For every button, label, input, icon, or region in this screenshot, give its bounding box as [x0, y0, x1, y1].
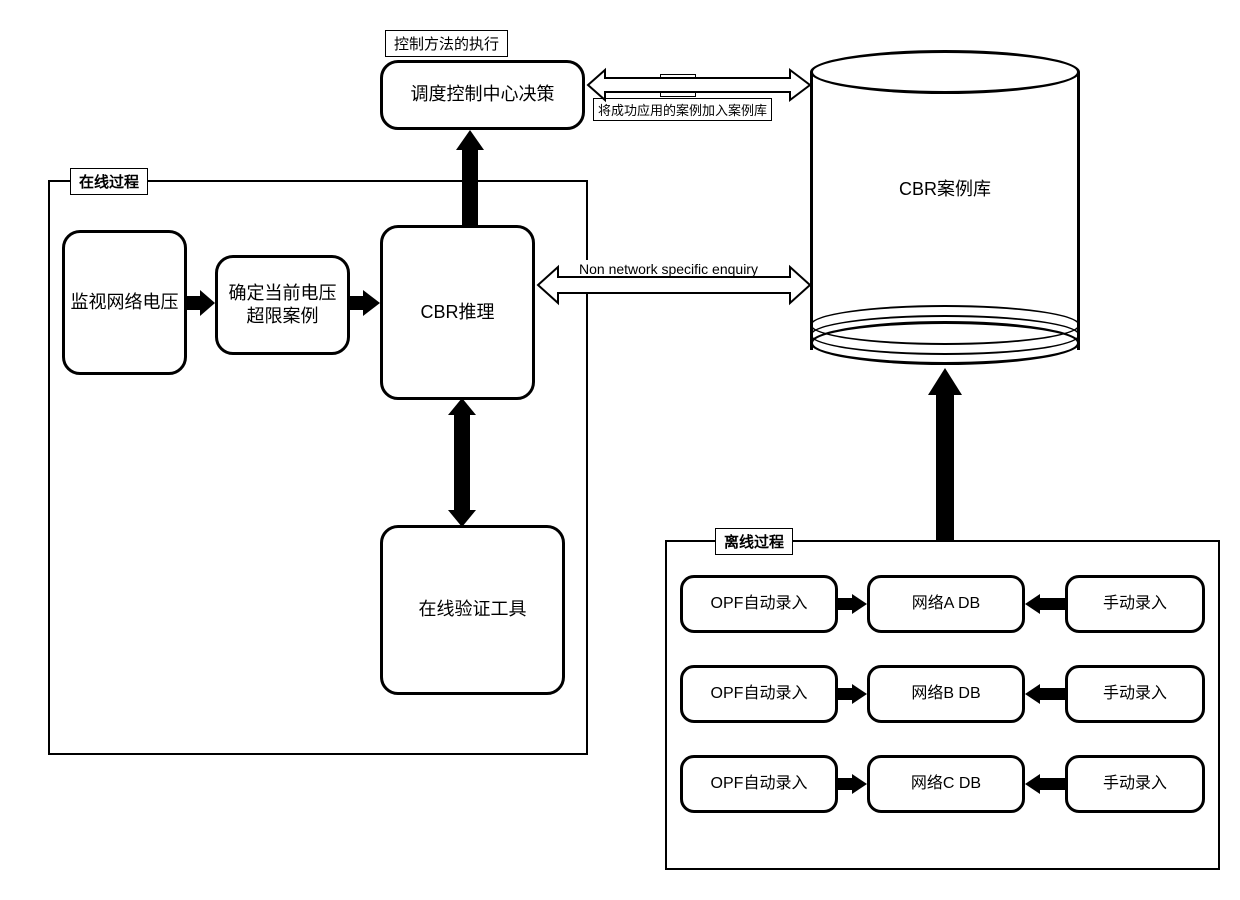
node-verify-text: 在线验证工具 [419, 598, 527, 621]
offline-c-opf-text: OPF自动录入 [711, 774, 808, 795]
edge-label-feedback: 反馈 [660, 74, 696, 97]
offline-b-db: 网络B DB [867, 665, 1025, 723]
node-dispatch: 调度控制中心决策 [380, 60, 585, 130]
offline-a-manual-text: 手动录入 [1103, 594, 1167, 615]
node-determine-text: 确定当前电压超限案例 [222, 282, 343, 329]
cbr-db-cylinder: CBR案例库 [810, 50, 1080, 365]
offline-c-manual: 手动录入 [1065, 755, 1205, 813]
offline-a-db-text: 网络A DB [912, 594, 980, 615]
offline-a-opf: OPF自动录入 [680, 575, 838, 633]
node-verify: 在线验证工具 [380, 525, 565, 695]
arrow-offline-db [928, 368, 962, 540]
cbr-db-label: CBR案例库 [810, 175, 1080, 201]
node-monitor: 监视网络电压 [62, 230, 187, 375]
online-section-label: 在线过程 [70, 168, 148, 195]
offline-a-manual: 手动录入 [1065, 575, 1205, 633]
offline-b-opf: OPF自动录入 [680, 665, 838, 723]
offline-b-opf-text: OPF自动录入 [711, 684, 808, 705]
offline-b-manual-text: 手动录入 [1103, 684, 1167, 705]
arrow-dispatch-db [588, 70, 810, 100]
node-determine: 确定当前电压超限案例 [215, 255, 350, 355]
offline-c-db: 网络C DB [867, 755, 1025, 813]
node-cbr-reasoning-text: CBR推理 [420, 301, 494, 324]
offline-b-db-text: 网络B DB [911, 684, 980, 705]
edge-label-add-case: 将成功应用的案例加入案例库 [593, 98, 772, 121]
edge-label-enquiry: Non network specific enquiry [575, 260, 762, 278]
node-dispatch-text: 调度控制中心决策 [411, 83, 555, 106]
offline-section-label: 离线过程 [715, 528, 793, 555]
node-monitor-text: 监视网络电压 [71, 291, 179, 314]
offline-c-opf: OPF自动录入 [680, 755, 838, 813]
offline-c-db-text: 网络C DB [911, 774, 981, 795]
offline-b-manual: 手动录入 [1065, 665, 1205, 723]
offline-c-manual-text: 手动录入 [1103, 774, 1167, 795]
top-control-label: 控制方法的执行 [385, 30, 508, 57]
offline-a-db: 网络A DB [867, 575, 1025, 633]
node-cbr-reasoning: CBR推理 [380, 225, 535, 400]
offline-a-opf-text: OPF自动录入 [711, 594, 808, 615]
